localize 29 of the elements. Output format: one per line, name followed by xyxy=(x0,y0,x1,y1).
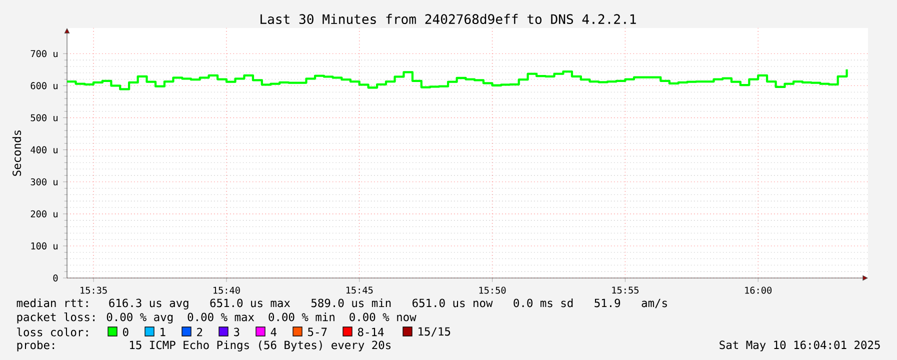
chart-title: Last 30 Minutes from 2402768d9eff to DNS 4.2.2.1 xyxy=(260,14,636,24)
y-tick-label: 200 u xyxy=(30,210,58,218)
text: loss color: xyxy=(17,328,88,336)
y-tick-label: 600 u xyxy=(30,82,58,90)
text: 3 xyxy=(234,328,240,336)
y-tick-label: 0 xyxy=(53,274,58,282)
x-tick-label: 15:45 xyxy=(346,286,373,294)
text: 0 xyxy=(123,328,128,336)
x-tick-label: 16:00 xyxy=(745,286,772,294)
y-tick-label: 300 u xyxy=(30,178,58,186)
y-axis-title: Seconds xyxy=(12,130,22,176)
text: 2 xyxy=(197,328,202,336)
text: 15/15 xyxy=(418,327,450,337)
text: 1 xyxy=(160,328,166,336)
y-tick-label: 400 u xyxy=(30,146,58,154)
y-tick-label: 700 u xyxy=(30,50,58,58)
text: probe: 15 ICMP Echo Pings (56 Bytes) every 20s xyxy=(17,340,391,352)
y-tick-label: 500 u xyxy=(30,114,58,122)
y-tick-label: 100 u xyxy=(31,242,58,250)
x-tick-label: 15:55 xyxy=(612,286,638,294)
x-tick-label: 15:35 xyxy=(80,286,107,294)
x-tick-label: 15:40 xyxy=(214,286,240,294)
text: 5-7 xyxy=(308,328,327,336)
text: 4 xyxy=(270,328,276,336)
text: 8-14 xyxy=(358,328,384,336)
text: Sat May 10 16:04:01 2025 xyxy=(720,340,880,352)
x-tick-label: 15:50 xyxy=(479,286,506,294)
text: packet loss: 0.00 % avg 0.00 % max 0.00 % min 0.00 % now xyxy=(17,312,416,324)
text: median rtt: 616.3 us avg 651.0 us max 589.0 us min 651.0 us now 0.0 ms sd 51.9 am/s xyxy=(16,298,667,310)
